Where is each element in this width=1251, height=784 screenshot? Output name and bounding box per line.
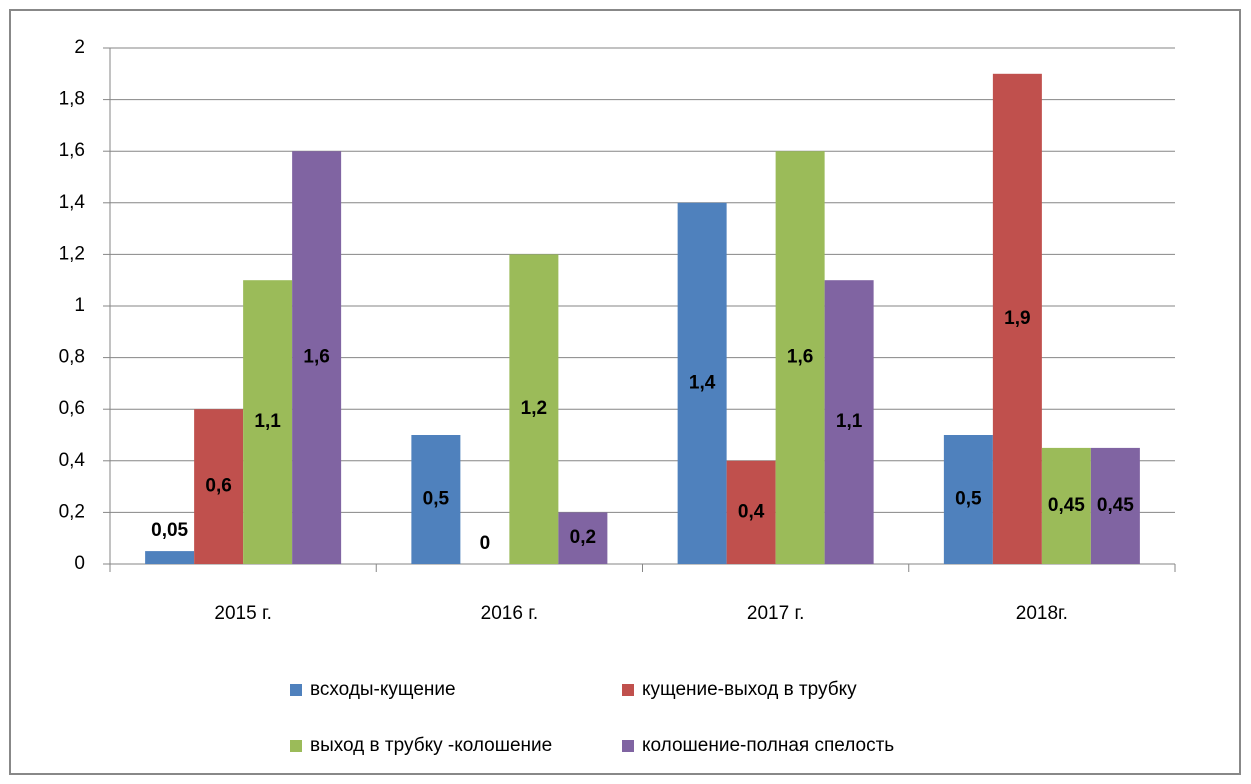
legend-swatch — [290, 740, 302, 752]
bar — [411, 435, 461, 564]
bar — [943, 435, 993, 564]
y-tick-label: 2 — [74, 37, 85, 58]
legend-swatch — [290, 684, 302, 696]
value-label: 1,1 — [836, 411, 863, 432]
y-tick-label: 0,6 — [59, 398, 85, 419]
value-label: 1,6 — [787, 347, 813, 368]
legend-swatch — [622, 684, 634, 696]
bar — [1041, 447, 1091, 564]
bar — [775, 151, 825, 564]
bar — [1090, 447, 1140, 564]
bar — [992, 73, 1042, 565]
value-label: 0,5 — [955, 489, 982, 510]
legend-swatch — [622, 740, 634, 752]
y-tick-label: 0,2 — [59, 501, 85, 522]
bar — [243, 280, 293, 564]
legend-label: колошение-полная спелость — [642, 735, 894, 756]
chart-border — [9, 9, 1241, 775]
value-label: 1,1 — [254, 411, 281, 432]
value-label: 0,6 — [205, 476, 231, 497]
bar — [145, 551, 195, 564]
y-tick-label: 0,8 — [59, 347, 85, 368]
value-label: 0,5 — [423, 489, 450, 510]
y-tick-label: 1,4 — [59, 192, 86, 213]
value-label: 0,45 — [1048, 495, 1085, 516]
x-tick-label: 2018г. — [1016, 603, 1068, 624]
legend-label: выход в трубку -колошение — [310, 735, 552, 756]
x-tick-label: 2016 г. — [481, 603, 538, 624]
y-tick-label: 0 — [74, 553, 85, 574]
y-tick-label: 1,2 — [59, 243, 85, 264]
bar — [558, 512, 608, 564]
value-label: 1,6 — [303, 347, 329, 368]
value-label: 1,2 — [521, 398, 547, 419]
value-label: 0,45 — [1097, 495, 1134, 516]
bar — [194, 409, 244, 564]
bar — [824, 280, 874, 564]
bar — [292, 151, 342, 564]
value-label: 0,05 — [151, 520, 188, 541]
x-tick-label: 2017 г. — [747, 603, 804, 624]
value-label: 0 — [480, 533, 491, 554]
value-label: 1,9 — [1004, 308, 1030, 329]
y-tick-label: 1,6 — [59, 140, 85, 161]
value-label: 1,4 — [689, 372, 716, 393]
bar — [509, 254, 559, 564]
legend-label: всходы-кущение — [310, 679, 456, 700]
legend-label: кущение-выход в трубку — [642, 679, 857, 700]
y-tick-label: 1,8 — [59, 89, 85, 110]
bar — [677, 202, 727, 565]
value-label: 0,4 — [738, 501, 765, 522]
bar — [726, 460, 776, 564]
y-tick-label: 0,4 — [59, 450, 86, 471]
x-tick-label: 2015 г. — [214, 603, 271, 624]
value-label: 0,2 — [570, 527, 596, 548]
y-tick-label: 1 — [74, 295, 85, 316]
